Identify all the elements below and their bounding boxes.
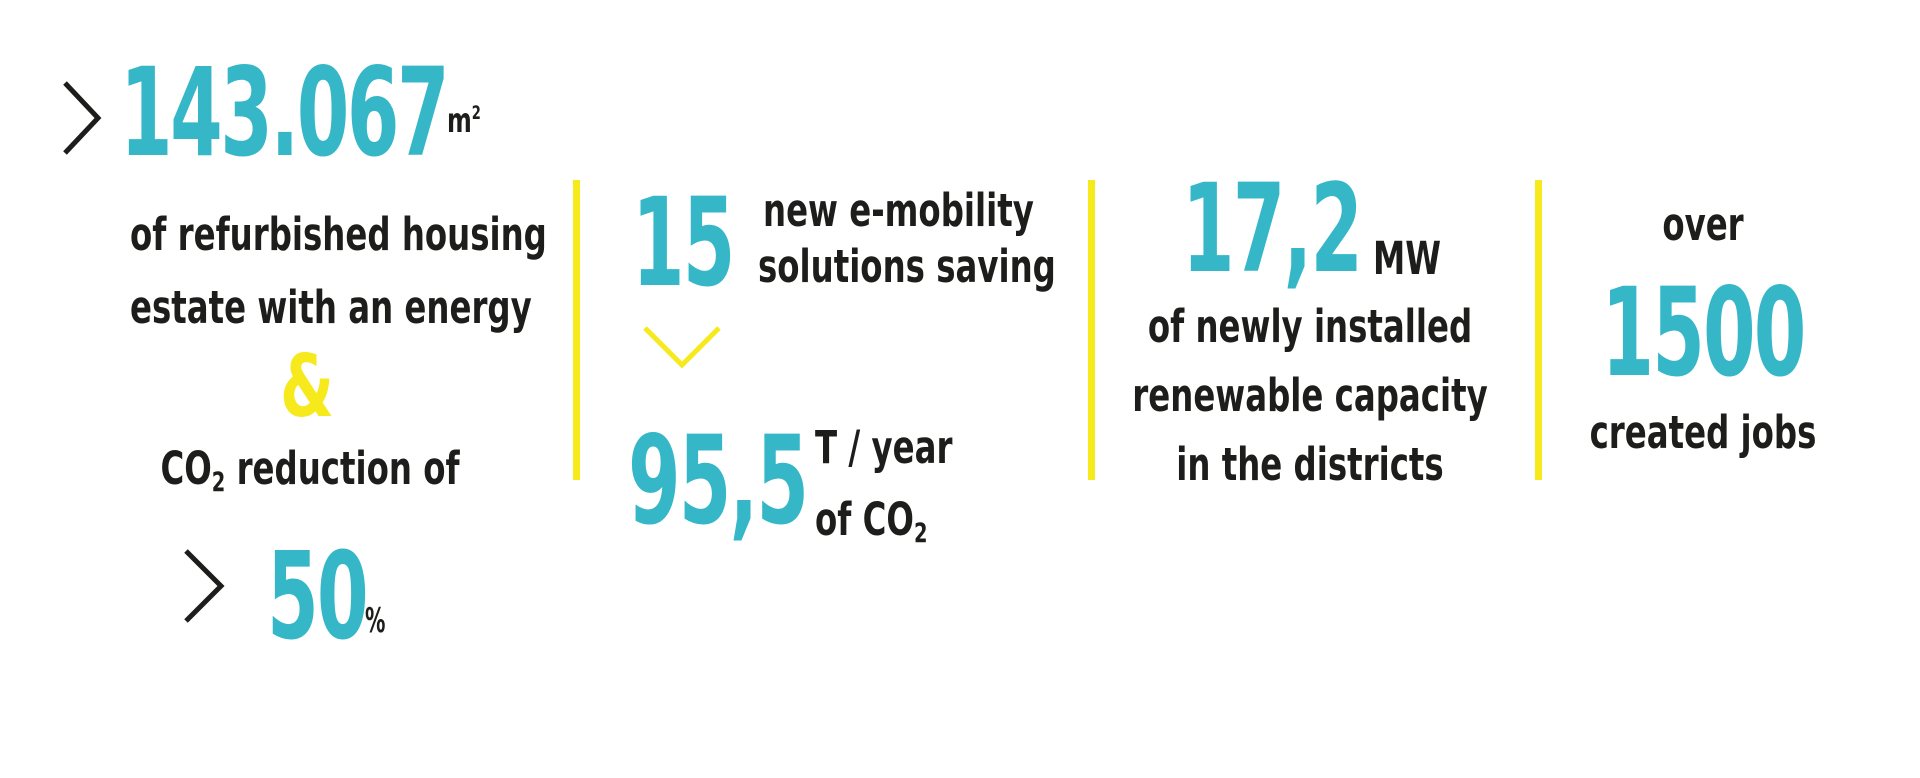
mobility-line-1: new e-mobility (763, 184, 1034, 237)
capacity-line-2: renewable capacity (1132, 369, 1488, 422)
mobility-value: 15 (632, 172, 735, 314)
refurbished-text: of refurbished housing estate with an en… (60, 212, 560, 330)
ampersand: & (280, 337, 334, 437)
jobs-value-block: 1500 (1453, 272, 1920, 394)
jobs-value: 1500 (1601, 262, 1806, 404)
refurbished-line-2: estate with an energy (130, 281, 532, 334)
reduction-value: 50 (267, 528, 369, 667)
co2-reduction-label: CO2 reduction of (160, 442, 460, 498)
co2-saving-value: 95,5 (628, 410, 809, 552)
co2-unit-line-2: of CO2 (815, 493, 928, 549)
mobility-line-2: solutions saving (758, 240, 1056, 293)
co2-reduction-text: CO2 reduction of (60, 446, 560, 496)
divider-1 (573, 180, 580, 480)
jobs-label: created jobs (1589, 406, 1817, 459)
down-arrow-icon (642, 324, 722, 370)
capacity-unit: MW (1373, 232, 1441, 285)
co2-unit-line-1: T / year (815, 421, 953, 474)
capacity-line-1: of newly installed (1147, 300, 1473, 353)
divider-3 (1535, 180, 1542, 480)
area-unit: m2 (447, 101, 481, 141)
reduction-arrow-icon (182, 548, 226, 624)
jobs-block: over (1453, 202, 1920, 247)
refurbished-line-1: of refurbished housing (130, 208, 547, 261)
capacity-text: of newly installed renewable capacity in… (1060, 304, 1560, 487)
capacity-value: 17,2 (1182, 158, 1363, 300)
area-value: 143.067 (120, 42, 450, 184)
divider-2 (1088, 180, 1095, 480)
area-arrow-icon (62, 80, 102, 156)
capacity-line-3: in the districts (1176, 438, 1444, 491)
reduction-unit: % (365, 601, 386, 641)
over-label: over (1662, 198, 1744, 251)
jobs-label-block: created jobs (1453, 410, 1920, 455)
